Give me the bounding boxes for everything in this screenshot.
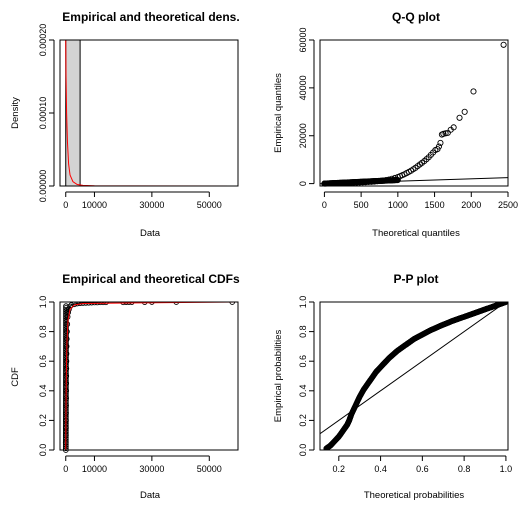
cdf-title: Empirical and theoretical CDFs	[62, 272, 240, 286]
qq-y-tick-label: 0	[298, 181, 308, 186]
cdf-y-tick-label: 0.8	[38, 325, 48, 338]
pp-reference-line	[320, 302, 507, 435]
cdf-point	[63, 354, 69, 361]
qq-x-tick-label: 0	[322, 200, 327, 210]
cdf-ylabel: CDF	[10, 367, 21, 387]
pp-y-tick-label: 0.6	[298, 355, 308, 368]
cdf-point	[63, 344, 69, 350]
cdf-y-tick-label: 0.0	[38, 444, 48, 457]
qq-xlabel: Theoretical quantiles	[372, 228, 460, 239]
cdf-point	[65, 309, 72, 316]
cdf-x-tick-label: 30000	[139, 464, 164, 474]
qq-point	[437, 139, 444, 146]
qq-x-tick-label: 2000	[461, 200, 481, 210]
cdf-x-tick-label: 10000	[82, 464, 107, 474]
pp-panel: 0.2 0.4 0.6 0.8 1.0 0.0 0.2 0.4 0.6 0.8 1.0	[298, 296, 512, 474]
qq-title: Q-Q plot	[392, 10, 440, 24]
cdf-y-tick-label: 1.0	[38, 296, 48, 309]
qq-x-tick-label: 1500	[425, 200, 445, 210]
density-ylabel: Density	[10, 97, 21, 129]
density-theoretical-curve	[65, 40, 238, 186]
cdf-point	[63, 335, 69, 341]
cdf-y-tick-label: 0.4	[38, 385, 48, 398]
qq-y-tick-label: 60000	[298, 27, 308, 52]
pp-x-tick-label: 1.0	[500, 464, 513, 474]
pp-x-tick-label: 0.4	[374, 464, 387, 474]
qq-point	[500, 41, 507, 48]
pp-y-tick-label: 0.0	[298, 444, 308, 457]
density-y-tick-label: 0.00000	[38, 170, 48, 203]
pp-y-tick-label: 0.8	[298, 325, 308, 338]
pp-x-tick-label: 0.6	[416, 464, 429, 474]
cdf-empirical-step	[65, 302, 238, 450]
qq-point	[461, 108, 468, 115]
pp-y-tick-label: 0.4	[298, 385, 308, 398]
pp-xlabel: Theoretical probabilities	[364, 490, 465, 501]
cdf-point	[63, 329, 69, 336]
qq-ylabel: Empirical quantiles	[273, 73, 284, 153]
qq-panel: 0 500 1000 1500 2000 2500 0 20000 40000 60000	[298, 27, 518, 210]
pp-y-tick-label: 0.2	[298, 414, 308, 427]
qq-y-tick-label: 40000	[298, 75, 308, 100]
pp-y-tick-label: 1.0	[298, 296, 308, 309]
cdf-point	[82, 302, 89, 306]
cdf-y-tick-label: 0.2	[38, 414, 48, 427]
cdf-theoretical-curve	[65, 302, 238, 450]
density-x-tick-label: 0	[63, 200, 68, 210]
qq-point	[470, 88, 477, 95]
density-y-tick-label: 0.00020	[38, 24, 48, 57]
density-x-tick-label: 10000	[82, 200, 107, 210]
cdf-plot-frame	[59, 301, 239, 451]
qq-x-tick-label: 500	[354, 200, 369, 210]
qq-point	[435, 143, 443, 150]
cdf-point	[88, 302, 95, 306]
qq-x-tick-label: 1000	[388, 200, 408, 210]
cdf-point	[63, 324, 69, 331]
cdf-x-tick-label: 50000	[197, 464, 222, 474]
qq-point	[394, 176, 401, 184]
cdf-point	[66, 306, 72, 313]
cdf-point	[85, 302, 92, 306]
density-plot-frame	[59, 39, 239, 187]
density-title: Empirical and theoretical dens.	[62, 10, 239, 24]
cdf-xlabel: Data	[140, 490, 161, 501]
cdf-point	[63, 361, 69, 368]
pp-plot-frame	[319, 301, 509, 451]
density-x-tick-label: 50000	[197, 200, 222, 210]
qq-x-tick-label: 2500	[498, 200, 518, 210]
cdf-point	[63, 337, 69, 343]
density-y-tick-label: 0.00010	[38, 97, 48, 130]
cdf-y-tick-label: 0.6	[38, 355, 48, 368]
pp-title: P-P plot	[393, 272, 438, 286]
pp-x-tick-label: 0.2	[333, 464, 346, 474]
qq-point	[440, 130, 447, 137]
cdf-panel: 0 10000 30000 50000 0.0 0.2 0.4 0.6 0.8 1.0	[38, 296, 239, 474]
cdf-point	[63, 363, 69, 370]
density-xlabel: Data	[140, 228, 161, 239]
qq-point	[456, 114, 463, 121]
qq-plot-frame	[319, 39, 509, 187]
cdf-point	[63, 303, 69, 309]
cdf-point	[74, 302, 81, 307]
pp-ylabel: Empirical probabilities	[273, 330, 284, 423]
density-x-tick-label: 30000	[139, 200, 164, 210]
density-histogram-bar	[65, 40, 81, 186]
cdf-point	[63, 347, 69, 354]
cdf-point	[63, 322, 69, 329]
qq-point	[450, 124, 457, 131]
pp-x-tick-label: 0.8	[458, 464, 471, 474]
cdf-x-tick-label: 0	[63, 464, 68, 474]
density-panel: 0 10000 30000 50000 0.00000 0.00010 0.00020	[38, 24, 239, 210]
qq-point	[442, 130, 449, 137]
qq-y-tick-label: 20000	[298, 123, 308, 148]
